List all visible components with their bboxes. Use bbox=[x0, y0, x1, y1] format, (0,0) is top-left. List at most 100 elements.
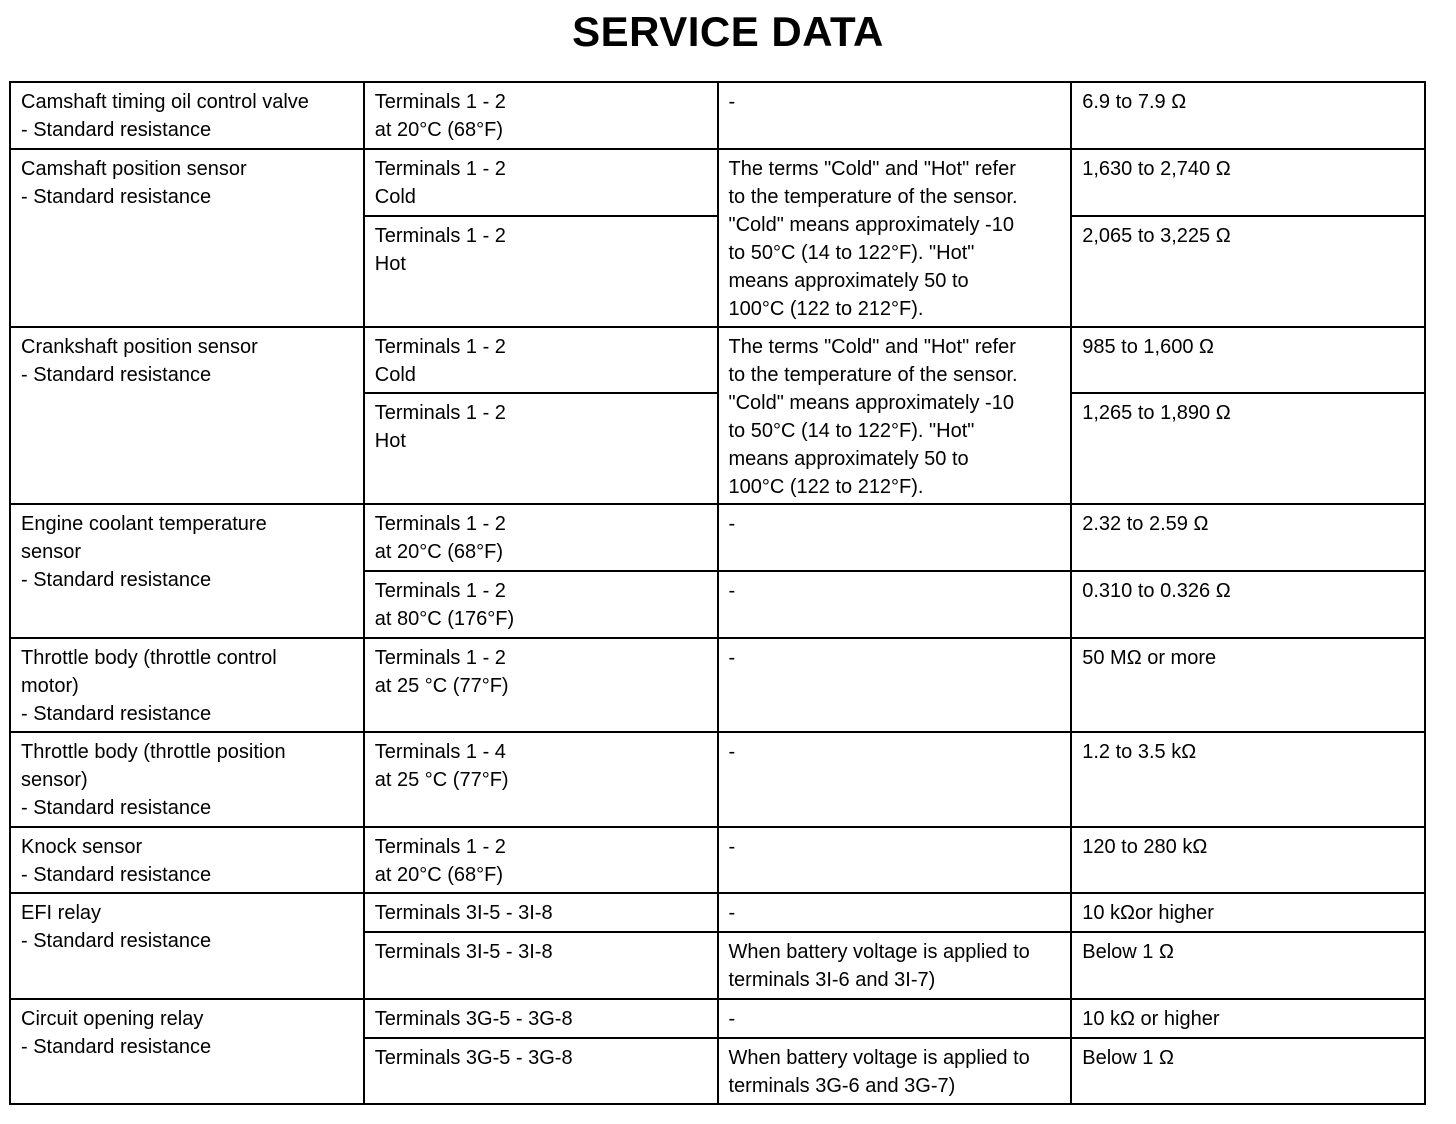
specification: 120 to 280 kΩ bbox=[1070, 826, 1426, 894]
cell-text: Terminals 3G-5 - 3G-8 bbox=[374, 1047, 573, 1069]
cell-text: at 25 °C (77°F) bbox=[374, 769, 509, 791]
cell-text: means approximately 50 to bbox=[728, 448, 969, 470]
table-row: Terminals 1 - 2 Hot 2,065 to 3,225 Ω bbox=[10, 215, 1426, 328]
specification: 10 kΩor higher bbox=[1070, 892, 1426, 933]
terminals: Terminals 1 - 2 Hot bbox=[362, 392, 719, 505]
cell-text: - Standard resistance bbox=[21, 186, 212, 208]
table-row: Terminals 3G-5 - 3G-8 When battery voltag… bbox=[10, 1037, 1426, 1105]
note: - bbox=[716, 81, 1073, 150]
cell-text: - bbox=[728, 91, 736, 113]
cell-text: - bbox=[728, 513, 736, 535]
specification: 1,265 to 1,890 Ω bbox=[1070, 392, 1426, 505]
note: - bbox=[716, 826, 1073, 894]
component: Knock sensor - Standard resistance bbox=[9, 826, 365, 894]
cell-text: at 20°C (68°F) bbox=[374, 119, 504, 141]
cell-text: "Cold" means approximately -10 bbox=[728, 214, 1014, 236]
table-row: Engine coolant temperature sensor - Standa… bbox=[9, 503, 1426, 639]
cell-text: sensor) bbox=[21, 769, 88, 791]
cell-text: Terminals 3G-5 - 3G-8 bbox=[374, 1008, 573, 1030]
cell-text: 100°C (122 to 212°F). bbox=[728, 298, 924, 320]
table-row: Crankshaft position sensor - Standard res… bbox=[9, 326, 1426, 505]
terminals: Terminals 1 - 2 at 20°C (68°F) bbox=[362, 81, 719, 150]
cell-text: 1.2 to 3.5 kΩ bbox=[1082, 741, 1197, 763]
cell-text: Terminals 1 - 4 bbox=[374, 741, 506, 763]
note: - bbox=[716, 731, 1073, 828]
note: - bbox=[716, 637, 1073, 733]
specification: Below 1 Ω bbox=[1070, 1037, 1426, 1105]
title: SERVICE DATA bbox=[572, 8, 884, 55]
component: Throttle body (throttle control motor) - S… bbox=[9, 637, 365, 733]
cell-text: - bbox=[728, 580, 736, 602]
cell-text: Throttle body (throttle control bbox=[21, 647, 277, 669]
cell-text: sensor bbox=[21, 541, 82, 563]
table-row: Terminals 3I-5 - 3I-8 When battery voltag… bbox=[10, 931, 1426, 1000]
cell-text: - bbox=[728, 836, 736, 858]
terminals: Terminals 3I-5 - 3I-8 bbox=[362, 892, 719, 933]
cell-text: Terminals 1 - 2 bbox=[374, 402, 506, 424]
specification: 1,630 to 2,740 Ω bbox=[1070, 148, 1426, 217]
note: When battery voltage is applied to termin… bbox=[716, 931, 1073, 1000]
component: Crankshaft position sensor - Standard res… bbox=[9, 326, 365, 505]
terminals: Terminals 3G-5 - 3G-8 bbox=[362, 998, 719, 1039]
cell-text: Terminals 3I-5 - 3I-8 bbox=[374, 941, 553, 963]
cell-text: - Standard resistance bbox=[21, 797, 212, 819]
specification: 2,065 to 3,225 Ω bbox=[1070, 215, 1426, 328]
cell-text: 2,065 to 3,225 Ω bbox=[1082, 225, 1231, 247]
terminals: Terminals 3G-5 - 3G-8 bbox=[362, 1037, 719, 1105]
cell-text: Below 1 Ω bbox=[1082, 1047, 1174, 1069]
cell-text: 0.310 to 0.326 Ω bbox=[1082, 580, 1231, 602]
specification: 985 to 1,600 Ω bbox=[1070, 326, 1426, 394]
cell-text: motor) bbox=[21, 675, 79, 697]
component: Circuit opening relay - Standard resistan… bbox=[9, 998, 365, 1105]
cell-text: Terminals 1 - 2 bbox=[374, 647, 506, 669]
cell-text: Terminals 1 - 2 bbox=[374, 158, 506, 180]
component: Throttle body (throttle position sensor) -… bbox=[9, 731, 365, 828]
component: EFI relay - Standard resistance bbox=[9, 892, 365, 1000]
note: The terms "Cold" and "Hot" refer to the t… bbox=[716, 148, 1073, 328]
cell-text: 120 to 280 kΩ bbox=[1082, 836, 1208, 858]
cell-text: The terms "Cold" and "Hot" refer bbox=[728, 336, 1016, 358]
cell-text: - Standard resistance bbox=[21, 864, 212, 886]
cell-text: - bbox=[728, 647, 736, 669]
note: When battery voltage is applied to termin… bbox=[716, 1037, 1073, 1105]
table-row: Terminals 1 - 2 at 80°C (176°F) - 0.310 to … bbox=[10, 570, 1426, 639]
cell-text: Camshaft position sensor bbox=[21, 158, 247, 180]
note: - bbox=[716, 503, 1073, 572]
note: The terms "Cold" and "Hot" refer to the t… bbox=[716, 326, 1073, 505]
cell-text: Hot bbox=[374, 430, 406, 452]
table-row: Throttle body (throttle position sensor) -… bbox=[9, 731, 1426, 828]
component: Camshaft position sensor - Standard resis… bbox=[9, 148, 365, 328]
cell-text: "Cold" means approximately -10 bbox=[728, 392, 1014, 414]
note: - bbox=[716, 892, 1073, 933]
terminals: Terminals 1 - 2 Hot bbox=[362, 215, 719, 328]
table-row: Camshaft position sensor - Standard resis… bbox=[9, 148, 1426, 328]
cell-text: to the temperature of the sensor. bbox=[728, 186, 1018, 208]
terminals: Terminals 1 - 2 at 25 °C (77°F) bbox=[362, 637, 719, 733]
cell-text: 10 kΩ or higher bbox=[1082, 1008, 1220, 1030]
specification: 50 MΩ or more bbox=[1070, 637, 1426, 733]
table-row: Circuit opening relay - Standard resistan… bbox=[9, 998, 1426, 1105]
table-row: Knock sensor - Standard resistance Termina… bbox=[9, 826, 1426, 894]
cell-text: Terminals 1 - 2 bbox=[374, 513, 506, 535]
terminals: Terminals 1 - 4 at 25 °C (77°F) bbox=[362, 731, 719, 828]
cell-text: 50 MΩ or more bbox=[1082, 647, 1217, 669]
cell-text: Terminals 1 - 2 bbox=[374, 580, 506, 602]
cell-text: 6.9 to 7.9 Ω bbox=[1082, 91, 1187, 113]
cell-text: The terms "Cold" and "Hot" refer bbox=[728, 158, 1016, 180]
cell-text: 1,265 to 1,890 Ω bbox=[1082, 402, 1231, 424]
cell-text: - bbox=[728, 1008, 736, 1030]
cell-text: When battery voltage is applied to bbox=[728, 941, 1030, 963]
cell-text: Terminals 3I-5 - 3I-8 bbox=[374, 902, 553, 924]
terminals: Terminals 1 - 2 at 20°C (68°F) bbox=[362, 503, 719, 572]
cell-text: Cold bbox=[374, 364, 416, 386]
cell-text: to the temperature of the sensor. bbox=[728, 364, 1018, 386]
cell-text: - Standard resistance bbox=[21, 1036, 212, 1058]
terminals: Terminals 1 - 2 at 80°C (176°F) bbox=[362, 570, 719, 639]
cell-text: Camshaft timing oil control valve bbox=[21, 91, 309, 113]
cell-text: Terminals 1 - 2 bbox=[374, 225, 506, 247]
cell-text: - Standard resistance bbox=[21, 569, 212, 591]
note: - bbox=[716, 570, 1073, 639]
specification: 2.32 to 2.59 Ω bbox=[1070, 503, 1426, 572]
cell-text: Engine coolant temperature bbox=[21, 513, 267, 535]
